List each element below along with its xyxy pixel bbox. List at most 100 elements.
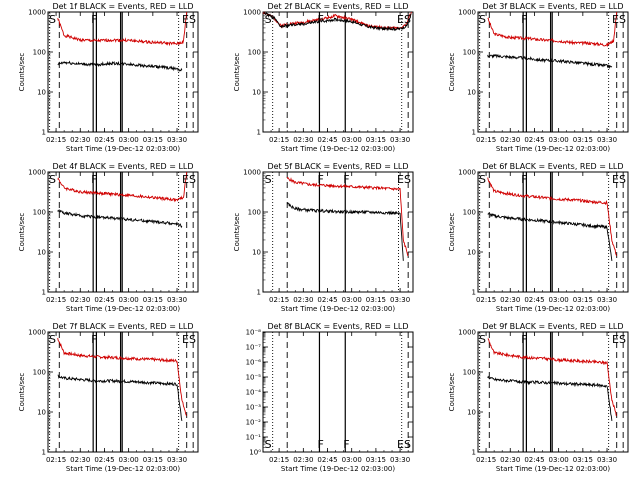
- y-tick-label: 1000: [458, 329, 476, 337]
- panel-3: Det 3f BLACK = Events, RED = LLD 02:15 02:…: [448, 2, 629, 153]
- x-tick-label: 03:00: [342, 136, 362, 144]
- y-tick-label: 10⁻³: [246, 404, 262, 412]
- y-tick-label: 1000: [28, 329, 46, 337]
- annotation-e: E: [182, 333, 189, 346]
- lld-rate-line: [487, 177, 618, 257]
- y-tick-label: 100: [248, 209, 261, 217]
- x-tick-label: 03:30: [390, 136, 410, 144]
- annotation-e: E: [612, 13, 619, 26]
- y-tick-label: 10: [467, 249, 476, 257]
- x-tick-label: 03:15: [573, 136, 593, 144]
- y-tick-label: 1: [472, 449, 476, 457]
- x-tick-label: 02:15: [269, 136, 289, 144]
- x-axis-label: Start Time (19-Dec-12 02:03:00): [496, 465, 610, 473]
- x-tick-label: 03:00: [342, 456, 362, 464]
- x-tick-label: 03:30: [597, 456, 617, 464]
- event-markers: [272, 332, 409, 452]
- lld-rate-line: [286, 176, 409, 257]
- x-tick-label: 02:30: [500, 136, 520, 144]
- annotation-s: S: [479, 173, 486, 186]
- x-tick-label: 02:45: [524, 136, 544, 144]
- y-tick-label: 1: [472, 129, 476, 137]
- y-tick-label: 10⁻²: [246, 419, 262, 427]
- y-tick-label: 100: [33, 369, 46, 377]
- plot-frame: [262, 11, 414, 133]
- annotation-f: F: [343, 438, 349, 451]
- x-tick-label: 02:30: [293, 456, 313, 464]
- panel-title: Det 7f BLACK = Events, RED = LLD: [52, 322, 193, 331]
- annotation-s: S: [49, 173, 56, 186]
- x-tick-label: 03:30: [597, 136, 617, 144]
- annotation-s: S: [265, 438, 272, 451]
- x-tick-label: 03:15: [366, 296, 386, 304]
- x-tick-label: 03:00: [549, 296, 569, 304]
- annotation-s: S: [479, 333, 486, 346]
- y-tick-label: 1000: [243, 169, 261, 177]
- y-axis-label: Counts/sec: [448, 213, 456, 252]
- x-tick-label: 03:30: [167, 456, 187, 464]
- event-markers: [49, 332, 194, 452]
- annotation-f: F: [317, 13, 323, 26]
- x-tick-label: 02:30: [70, 456, 90, 464]
- y-tick-label: 1: [472, 289, 476, 297]
- event-markers: [272, 172, 409, 292]
- annotation-s: S: [265, 13, 272, 26]
- x-axis-label: Start Time (19-Dec-12 02:03:00): [281, 145, 395, 153]
- y-tick-label: 100: [463, 369, 476, 377]
- event-markers: [272, 12, 409, 132]
- x-tick-label: 02:30: [500, 456, 520, 464]
- x-tick-label: 03:00: [119, 456, 139, 464]
- annotation-f: F: [91, 173, 97, 186]
- x-axis-label: Start Time (19-Dec-12 02:03:00): [496, 305, 610, 313]
- x-tick-label: 03:00: [119, 136, 139, 144]
- y-axis-label: Counts/sec: [18, 53, 26, 92]
- panel-title: Det 5f BLACK = Events, RED = LLD: [267, 162, 408, 171]
- annotation-f: F: [317, 438, 323, 451]
- x-tick-label: 03:30: [390, 456, 410, 464]
- x-tick-label: 03:00: [342, 296, 362, 304]
- y-tick-label: 10: [467, 409, 476, 417]
- panel-title: Det 3f BLACK = Events, RED = LLD: [482, 2, 623, 11]
- annotation-f: F: [521, 173, 527, 186]
- panel-2: Det 2f BLACK = Events, RED = LLD 02:15 02:…: [233, 2, 414, 153]
- panel-title: Det 2f BLACK = Events, RED = LLD: [267, 2, 408, 11]
- y-tick-label: 1000: [458, 169, 476, 177]
- y-tick-label: 10⁻⁷: [246, 344, 262, 352]
- lld-rate-line: [487, 11, 618, 48]
- y-tick-label: 100: [463, 49, 476, 57]
- y-tick-label: 100: [463, 209, 476, 217]
- plot-frame: [47, 331, 199, 453]
- y-axis-label: Counts/sec: [18, 213, 26, 252]
- x-tick-label: 03:00: [119, 296, 139, 304]
- y-tick-label: 1: [42, 289, 46, 297]
- event-rate-line: [262, 11, 412, 32]
- x-tick-label: 02:15: [269, 456, 289, 464]
- panel-title: Det 8f BLACK = Events, RED = LLD: [267, 322, 408, 331]
- x-tick-label: 02:45: [524, 456, 544, 464]
- annotation-s: S: [265, 173, 272, 186]
- event-rate-line: [487, 53, 613, 70]
- x-tick-label: 03:30: [167, 136, 187, 144]
- y-tick-label: 10⁻⁵: [246, 374, 262, 382]
- event-rate-line: [487, 212, 613, 261]
- x-tick-label: 02:45: [94, 456, 114, 464]
- x-tick-label: 02:45: [317, 136, 337, 144]
- y-tick-label: 1: [257, 129, 261, 137]
- x-tick-label: 02:15: [476, 296, 496, 304]
- x-tick-label: 02:30: [293, 296, 313, 304]
- x-tick-label: 02:15: [476, 136, 496, 144]
- x-axis-label: Start Time (19-Dec-12 02:03:00): [66, 145, 180, 153]
- x-tick-label: 03:30: [597, 296, 617, 304]
- x-axis-label: Start Time (19-Dec-12 02:03:00): [66, 465, 180, 473]
- y-tick-label: 10: [37, 409, 46, 417]
- annotation-e: E: [397, 13, 404, 26]
- x-tick-label: 02:45: [94, 136, 114, 144]
- x-tick-label: 03:00: [549, 136, 569, 144]
- x-tick-label: 03:15: [143, 296, 163, 304]
- plot-frame: [477, 171, 629, 293]
- y-tick-label: 1000: [458, 9, 476, 17]
- y-tick-label: 1: [257, 289, 261, 297]
- x-tick-label: 02:15: [46, 456, 66, 464]
- annotation-f: F: [521, 333, 527, 346]
- y-tick-label: 1000: [28, 9, 46, 17]
